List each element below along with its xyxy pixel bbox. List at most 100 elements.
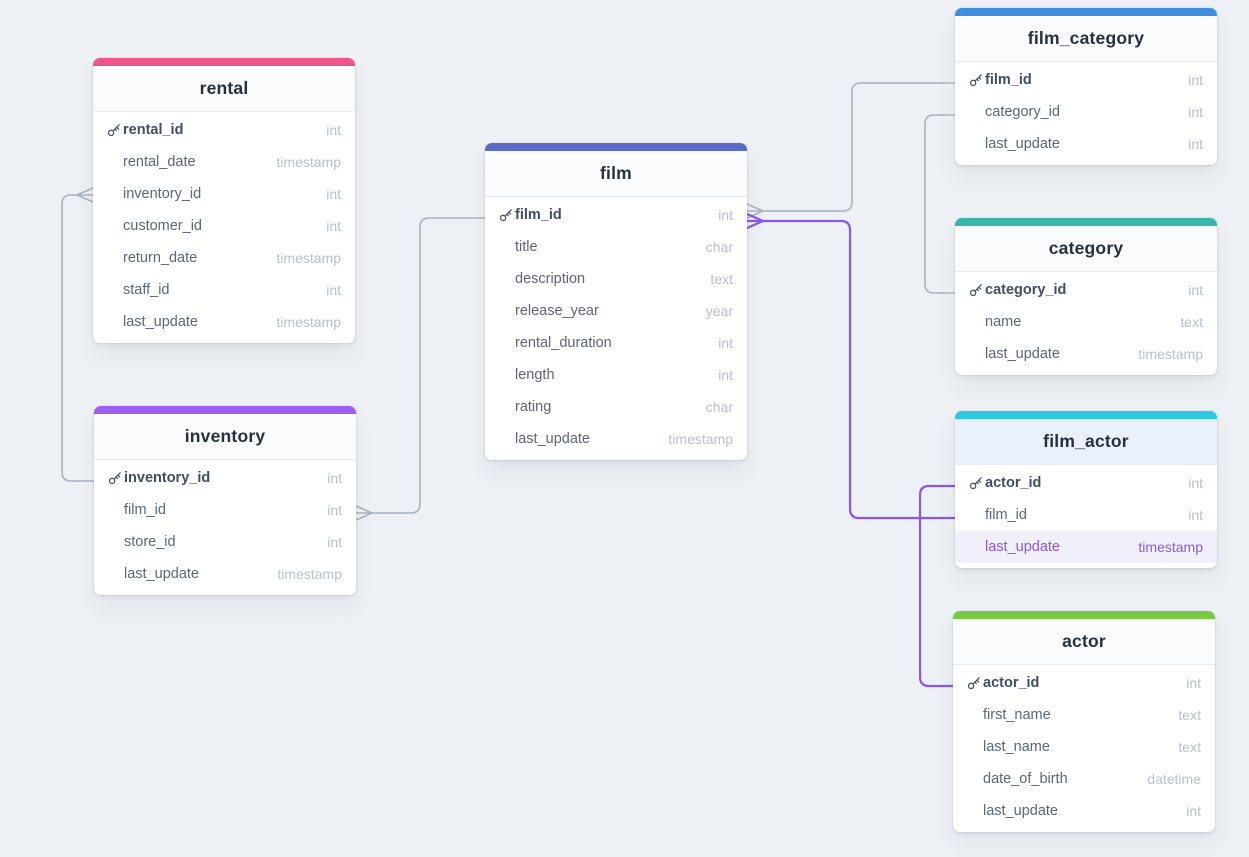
table-card-film_actor[interactable]: film_actor actor_id int film_id int last_upda…	[955, 411, 1217, 568]
primary-key-icon	[107, 123, 123, 137]
field-name: rental_duration	[515, 335, 612, 351]
field-type: int	[326, 122, 341, 138]
field-row-film-rating[interactable]: rating char	[485, 391, 747, 423]
field-type: text	[710, 271, 733, 287]
relationship-line-rental-inventory[interactable]	[61, 194, 95, 482]
field-list-actor: actor_id int first_name text last_name text da…	[953, 665, 1215, 832]
field-type: timestamp	[668, 431, 733, 447]
table-accent-bar-film_actor	[955, 411, 1217, 419]
field-row-actor-first_name[interactable]: first_name text	[953, 699, 1215, 731]
field-row-actor-last_update[interactable]: last_update int	[953, 795, 1215, 827]
primary-key-icon	[969, 476, 985, 490]
table-card-film_category[interactable]: film_category film_id int category_id int las…	[955, 8, 1217, 165]
primary-key-icon	[969, 73, 985, 87]
table-accent-bar-film	[485, 143, 747, 151]
field-type: int	[1188, 282, 1203, 298]
field-row-actor-date_of_birth[interactable]: date_of_birth datetime	[953, 763, 1215, 795]
field-name: inventory_id	[123, 186, 202, 202]
table-header-category[interactable]: category	[955, 226, 1217, 272]
field-type: int	[327, 470, 342, 486]
table-header-film[interactable]: film	[485, 151, 747, 197]
field-name: first_name	[983, 707, 1051, 723]
field-type: text	[1178, 707, 1201, 723]
field-row-film_category-category_id[interactable]: category_id int	[955, 96, 1217, 128]
field-row-inventory-film_id[interactable]: film_id int	[94, 494, 356, 526]
field-name: rental_id	[123, 122, 184, 138]
field-type: int	[326, 186, 341, 202]
field-row-film-film_id[interactable]: film_id int	[485, 199, 747, 231]
table-header-inventory[interactable]: inventory	[94, 414, 356, 460]
field-row-rental-rental_id[interactable]: rental_id int	[93, 114, 355, 146]
field-name: last_update	[983, 803, 1058, 819]
field-name: name	[985, 314, 1022, 330]
field-row-rental-last_update[interactable]: last_update timestamp	[93, 306, 355, 338]
table-card-category[interactable]: category category_id int name text last_updat…	[955, 218, 1217, 375]
field-row-film-length[interactable]: length int	[485, 359, 747, 391]
relationship-line-inventory-film[interactable]	[371, 217, 486, 514]
field-row-rental-staff_id[interactable]: staff_id int	[93, 274, 355, 306]
field-row-film_actor-actor_id[interactable]: actor_id int	[955, 467, 1217, 499]
field-row-film_actor-last_update[interactable]: last_update timestamp	[955, 531, 1217, 563]
relationship-line-film-film_category[interactable]	[762, 82, 956, 212]
field-name: last_name	[983, 739, 1050, 755]
field-name: staff_id	[123, 282, 170, 298]
table-header-actor[interactable]: actor	[953, 619, 1215, 665]
crowfoot-marker-film-film_actor	[745, 212, 765, 230]
relationship-line-film_category-category[interactable]	[924, 114, 956, 294]
table-card-film[interactable]: film film_id int title char description text re…	[485, 143, 747, 460]
table-card-inventory[interactable]: inventory inventory_id int film_id int store_…	[94, 406, 356, 595]
field-type: timestamp	[276, 250, 341, 266]
table-header-rental[interactable]: rental	[93, 66, 355, 112]
table-title: film_actor	[1043, 431, 1129, 451]
field-row-category-name[interactable]: name text	[955, 306, 1217, 338]
table-accent-bar-actor	[953, 611, 1215, 619]
field-type: int	[1188, 72, 1203, 88]
field-type: int	[1188, 475, 1203, 491]
field-row-film-release_year[interactable]: release_year year	[485, 295, 747, 327]
field-row-film_actor-film_id[interactable]: film_id int	[955, 499, 1217, 531]
field-name: film_id	[124, 502, 166, 518]
field-row-rental-inventory_id[interactable]: inventory_id int	[93, 178, 355, 210]
field-type: int	[326, 218, 341, 234]
table-card-actor[interactable]: actor actor_id int first_name text last_name t…	[953, 611, 1215, 832]
field-name: last_update	[124, 566, 199, 582]
field-name: film_id	[515, 207, 562, 223]
field-row-inventory-store_id[interactable]: store_id int	[94, 526, 356, 558]
field-name: store_id	[124, 534, 176, 550]
field-row-rental-rental_date[interactable]: rental_date timestamp	[93, 146, 355, 178]
field-row-rental-customer_id[interactable]: customer_id int	[93, 210, 355, 242]
field-name: return_date	[123, 250, 198, 266]
primary-key-icon	[499, 208, 515, 222]
table-header-film_category[interactable]: film_category	[955, 16, 1217, 62]
field-row-film_category-film_id[interactable]: film_id int	[955, 64, 1217, 96]
field-row-inventory-last_update[interactable]: last_update timestamp	[94, 558, 356, 590]
field-type: timestamp	[1138, 539, 1203, 555]
field-row-film-rental_duration[interactable]: rental_duration int	[485, 327, 747, 359]
field-row-inventory-inventory_id[interactable]: inventory_id int	[94, 462, 356, 494]
relationship-line-film_actor-actor[interactable]	[918, 484, 957, 688]
field-row-actor-actor_id[interactable]: actor_id int	[953, 667, 1215, 699]
field-row-film_category-last_update[interactable]: last_update int	[955, 128, 1217, 160]
table-header-film_actor[interactable]: film_actor	[955, 419, 1217, 465]
field-type: int	[1188, 104, 1203, 120]
field-type: int	[718, 335, 733, 351]
field-name: last_update	[123, 314, 198, 330]
field-type: int	[718, 367, 733, 383]
relationship-line-film-film_actor[interactable]	[761, 219, 957, 520]
table-card-rental[interactable]: rental rental_id int rental_date timestamp in…	[93, 58, 355, 343]
field-name: actor_id	[983, 675, 1040, 691]
field-name: customer_id	[123, 218, 202, 234]
field-name: inventory_id	[124, 470, 211, 486]
field-row-category-last_update[interactable]: last_update timestamp	[955, 338, 1217, 370]
field-row-category-category_id[interactable]: category_id int	[955, 274, 1217, 306]
field-row-actor-last_name[interactable]: last_name text	[953, 731, 1215, 763]
field-name: film_id	[985, 507, 1027, 523]
field-row-film-description[interactable]: description text	[485, 263, 747, 295]
field-type: datetime	[1147, 771, 1201, 787]
field-row-film-title[interactable]: title char	[485, 231, 747, 263]
field-type: char	[705, 399, 733, 415]
field-row-rental-return_date[interactable]: return_date timestamp	[93, 242, 355, 274]
field-row-film-last_update[interactable]: last_update timestamp	[485, 423, 747, 455]
field-name: last_update	[985, 136, 1060, 152]
